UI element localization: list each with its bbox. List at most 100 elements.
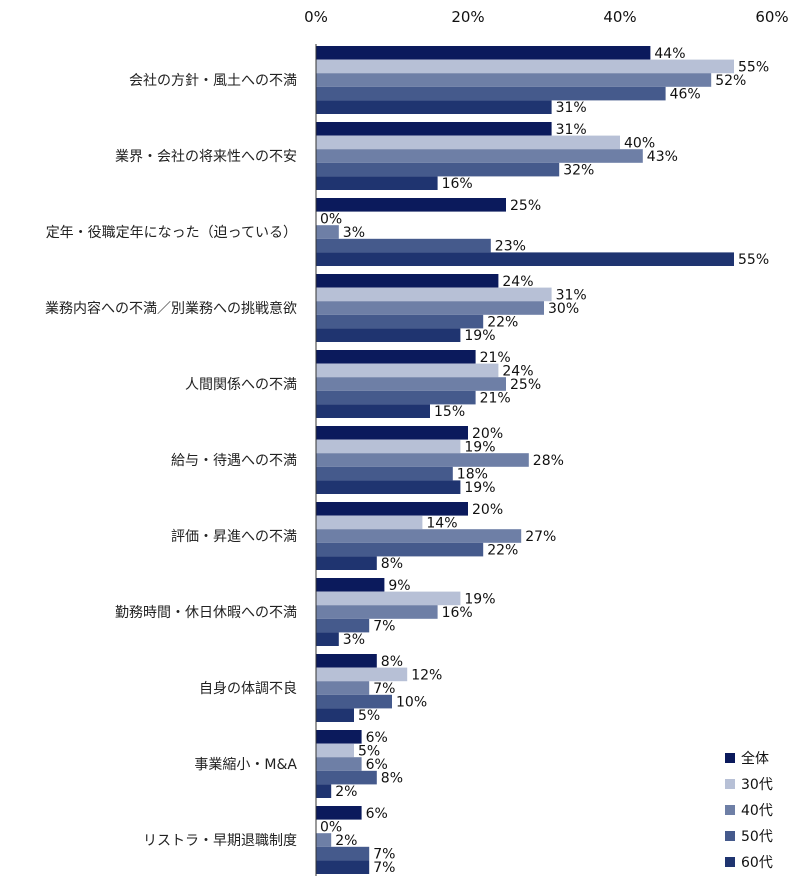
bar [316, 556, 377, 570]
data-label: 31% [556, 122, 587, 138]
data-label: 16% [442, 605, 473, 621]
category-label: 勤務時間・休日休暇への不満 [115, 605, 297, 621]
legend-label: 50代 [741, 829, 773, 845]
data-label: 19% [464, 328, 495, 344]
bar [316, 846, 370, 861]
data-label: 44% [654, 46, 685, 62]
bar [316, 426, 468, 440]
bar [316, 743, 354, 758]
bar [316, 328, 461, 342]
category-label: リストラ・早期退職制度 [143, 833, 297, 849]
data-label: 19% [464, 591, 495, 607]
data-label: 27% [525, 529, 556, 545]
bar [316, 708, 354, 722]
data-label: 25% [510, 377, 541, 393]
data-label: 24% [502, 363, 533, 379]
data-label: 52% [715, 73, 746, 89]
data-label: 22% [487, 543, 518, 559]
legend-swatch [725, 805, 735, 815]
legend-swatch [725, 779, 735, 789]
data-label: 5% [358, 743, 380, 759]
data-label: 22% [487, 315, 518, 331]
x-tick-label: 60% [755, 8, 788, 26]
data-label: 28% [533, 453, 564, 469]
data-label: 2% [335, 833, 357, 849]
bar [316, 618, 370, 633]
category-label: 評価・昇進への不満 [171, 529, 297, 545]
category-label: 事業縮小・M&A [194, 757, 297, 773]
bar [316, 529, 522, 543]
data-label: 2% [335, 784, 357, 800]
data-label: 0% [320, 819, 342, 835]
data-label: 5% [358, 708, 380, 724]
category-label: 給与・待遇への不満 [171, 453, 297, 469]
bar [316, 390, 476, 405]
bar [316, 578, 385, 592]
bar [316, 59, 734, 74]
data-label: 0% [320, 211, 342, 227]
bar [316, 100, 552, 114]
bar [316, 73, 712, 87]
data-label: 40% [624, 135, 655, 151]
x-axis-ticks: 0% 20% 40% 60% [304, 8, 789, 26]
bar [316, 757, 362, 771]
data-label: 6% [366, 806, 388, 822]
data-label: 31% [556, 287, 587, 303]
bar [316, 784, 332, 798]
legend-label: 40代 [741, 803, 773, 819]
data-label: 6% [366, 730, 388, 746]
bar [316, 480, 461, 494]
legend: 全体 30代 40代 50代 60代 [725, 750, 773, 871]
data-label: 25% [510, 198, 541, 214]
legend-label: 30代 [741, 777, 773, 793]
data-label: 20% [472, 502, 503, 518]
data-label: 46% [670, 87, 701, 103]
bar [316, 770, 377, 785]
bar [316, 681, 370, 695]
data-label: 21% [480, 350, 511, 366]
data-label: 24% [502, 274, 533, 290]
data-label: 7% [373, 619, 395, 635]
bar [316, 404, 430, 418]
x-tick-label: 20% [451, 8, 484, 26]
bar [316, 591, 461, 606]
bar [316, 252, 734, 266]
bar [316, 439, 461, 454]
data-label: 16% [442, 176, 473, 192]
data-label: 7% [373, 681, 395, 697]
bar [316, 287, 552, 302]
category-label: 業務内容への不満／別業務への挑戦意欲 [45, 300, 297, 317]
data-label: 7% [373, 847, 395, 863]
category-label: 自身の体調不良 [199, 681, 297, 697]
data-label: 19% [464, 439, 495, 455]
bar [316, 274, 499, 288]
legend-swatch [725, 753, 735, 763]
bar [316, 198, 506, 212]
data-label: 9% [388, 578, 410, 594]
bars [316, 46, 734, 874]
bar [316, 162, 560, 177]
data-label: 19% [464, 480, 495, 496]
x-tick-label: 40% [603, 8, 636, 26]
bar [316, 238, 491, 253]
data-label: 7% [373, 860, 395, 876]
data-label: 14% [426, 515, 457, 531]
bar [316, 176, 438, 190]
bar [316, 667, 408, 682]
data-label: 6% [366, 757, 388, 773]
data-label: 31% [556, 100, 587, 116]
bar [316, 225, 339, 239]
x-tick-label: 0% [304, 8, 328, 26]
bar [316, 363, 499, 378]
bar [316, 122, 552, 136]
bar [316, 542, 484, 557]
data-label: 21% [480, 391, 511, 407]
bar [316, 694, 392, 709]
data-label: 18% [457, 467, 488, 483]
bar [316, 466, 453, 481]
data-label: 20% [472, 426, 503, 442]
data-label: 8% [381, 771, 403, 787]
data-label: 30% [548, 301, 579, 317]
bar [316, 46, 651, 60]
bar [316, 502, 468, 516]
